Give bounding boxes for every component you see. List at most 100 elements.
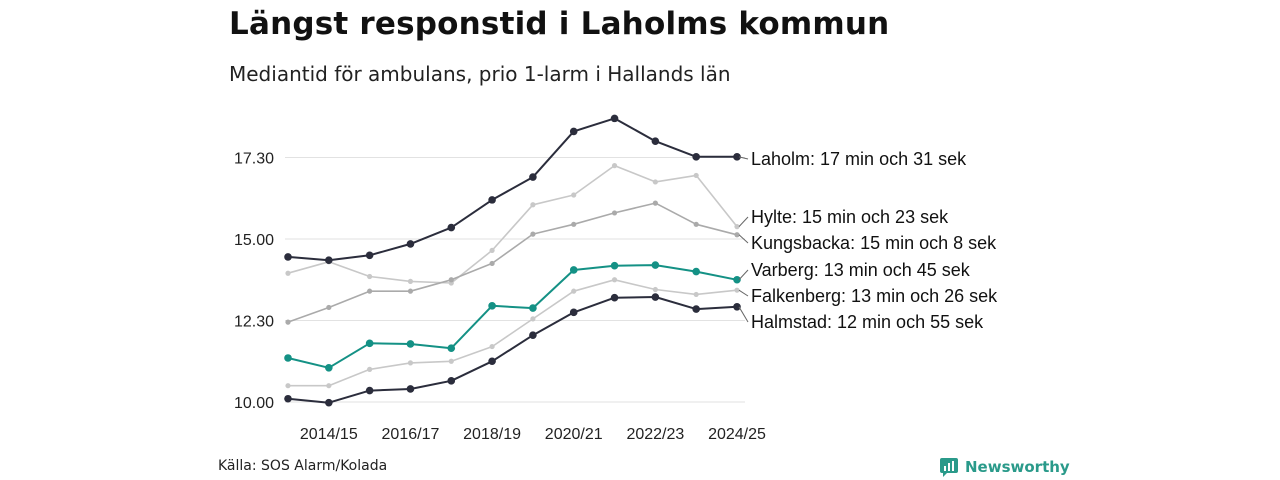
data-point-falkenberg [571, 288, 577, 294]
data-point-kungsbacka [285, 319, 291, 325]
data-point-varberg [651, 261, 660, 269]
data-point-laholm [569, 127, 578, 136]
data-point-varberg [733, 275, 741, 284]
data-point-laholm [488, 196, 496, 204]
series-line-hylte [287, 164, 738, 284]
data-point-halmstad [447, 377, 456, 385]
data-point-kungsbacka [326, 304, 332, 311]
data-point-kungsbacka [611, 210, 618, 216]
data-point-halmstad [488, 357, 496, 366]
data-point-varberg [365, 339, 374, 348]
series-label-hylte: Hylte: 15 min och 23 sek [751, 207, 949, 227]
data-point-laholm [733, 153, 741, 161]
y-tick-label: 12.30 [234, 314, 274, 331]
data-point-hylte [530, 202, 536, 208]
source-note: Källa: SOS Alarm/Kolada [218, 458, 388, 474]
data-point-varberg [284, 354, 292, 362]
data-point-hylte [407, 278, 414, 284]
data-point-varberg [569, 266, 578, 274]
series-line-kungsbacka [287, 202, 738, 323]
data-point-varberg [406, 340, 415, 348]
data-point-varberg [488, 302, 496, 310]
series-line-varberg [287, 264, 738, 369]
x-tick-label: 2020/21 [545, 426, 603, 443]
x-tick-label: 2016/17 [382, 426, 440, 443]
data-point-varberg [610, 261, 619, 270]
data-point-halmstad [610, 293, 619, 302]
data-point-varberg [529, 304, 537, 312]
data-point-laholm [447, 223, 456, 232]
data-point-falkenberg [407, 360, 414, 366]
data-point-falkenberg [530, 316, 536, 322]
data-point-kungsbacka [571, 221, 577, 227]
data-point-kungsbacka [367, 288, 373, 294]
series-label-laholm: Laholm: 17 min och 31 sek [751, 149, 967, 169]
data-point-hylte [571, 192, 577, 198]
data-point-hylte [693, 172, 699, 179]
series-line-laholm [287, 117, 737, 262]
leader-line-varberg [738, 269, 749, 281]
data-point-halmstad [365, 386, 374, 395]
data-point-kungsbacka [489, 260, 495, 267]
data-point-hylte [285, 270, 291, 276]
data-point-kungsbacka [693, 221, 699, 227]
series-label-kungsbacka: Kungsbacka: 15 min och 8 sek [751, 233, 997, 253]
data-point-laholm [529, 173, 537, 181]
data-point-halmstad [284, 394, 292, 403]
leader-line-halmstad [738, 306, 749, 323]
chart-subtitle: Mediantid för ambulans, prio 1-larm i Ha… [229, 62, 731, 86]
data-point-falkenberg [367, 366, 373, 372]
data-point-halmstad [733, 303, 741, 311]
newsworthy-icon [940, 458, 958, 477]
data-point-varberg [325, 363, 333, 372]
x-tick-label: 2024/25 [708, 426, 766, 443]
data-point-kungsbacka [407, 288, 414, 294]
data-point-hylte [652, 179, 658, 185]
series-label-halmstad: Halmstad: 12 min och 55 sek [751, 312, 984, 332]
data-point-laholm [365, 251, 374, 260]
data-point-halmstad [406, 385, 415, 393]
data-point-falkenberg [693, 291, 699, 298]
data-point-falkenberg [652, 286, 658, 293]
y-tick-label: 10.00 [234, 395, 274, 412]
data-point-hylte [734, 224, 740, 230]
leader-line-laholm [738, 156, 749, 160]
data-point-halmstad [651, 293, 660, 301]
data-point-halmstad [325, 398, 333, 407]
data-point-laholm [406, 240, 415, 248]
data-point-laholm [610, 114, 619, 123]
series-line-halmstad [287, 296, 738, 404]
data-point-falkenberg [285, 383, 291, 389]
data-point-laholm [284, 253, 292, 261]
leader-line-falkenberg [738, 289, 749, 297]
data-point-laholm [692, 153, 700, 161]
y-tick-label: 15.00 [234, 232, 274, 249]
data-point-falkenberg [489, 343, 495, 350]
data-point-halmstad [569, 308, 578, 317]
data-point-halmstad [529, 331, 537, 339]
data-point-varberg [447, 344, 456, 353]
y-tick-label: 17.30 [234, 151, 274, 168]
brand-logo: Newsworthy [939, 456, 1070, 478]
brand-name: Newsworthy [965, 458, 1070, 476]
leader-line-kungsbacka [738, 234, 749, 244]
chart-title: Längst responstid i Laholms kommun [229, 6, 890, 42]
x-tick-label: 2014/15 [300, 426, 358, 443]
data-point-kungsbacka [652, 200, 658, 206]
data-point-varberg [692, 267, 700, 276]
data-point-laholm [325, 256, 333, 264]
data-point-falkenberg [448, 358, 454, 364]
x-tick-label: 2018/19 [463, 426, 521, 443]
data-point-falkenberg [611, 277, 618, 283]
x-tick-label: 2022/23 [626, 426, 684, 443]
data-point-falkenberg [326, 383, 332, 389]
data-point-hylte [489, 247, 495, 254]
series-label-varberg: Varberg: 13 min och 45 sek [751, 260, 971, 280]
series-line-falkenberg [288, 278, 738, 387]
data-point-halmstad [692, 305, 700, 313]
data-point-laholm [651, 137, 660, 145]
data-point-kungsbacka [448, 277, 454, 283]
leader-line-hylte [738, 216, 749, 227]
data-point-hylte [611, 163, 618, 169]
